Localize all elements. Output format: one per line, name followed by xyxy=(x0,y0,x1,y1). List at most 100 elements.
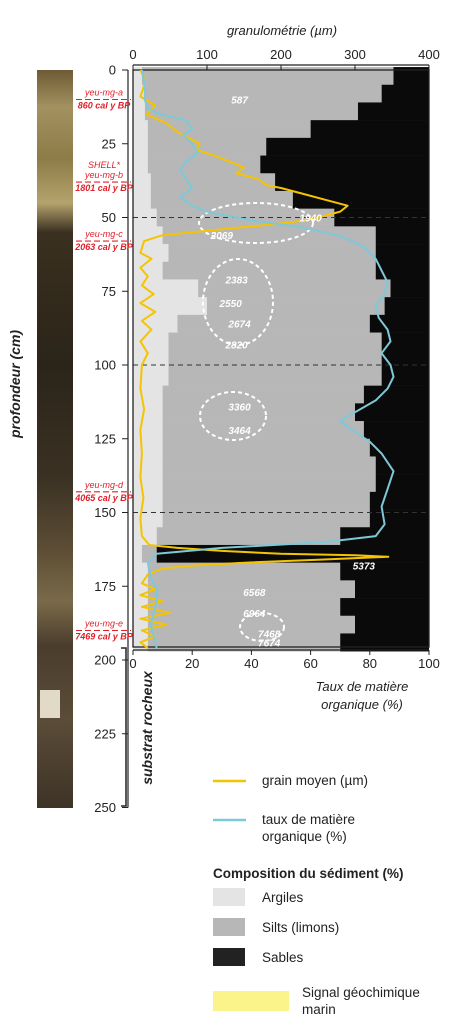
sand-bar xyxy=(369,314,429,333)
sand-bar xyxy=(363,385,429,404)
sand-bar xyxy=(381,367,429,386)
silt-bar xyxy=(147,615,355,634)
depth-tick-label: 200 xyxy=(94,653,116,668)
silt-bar xyxy=(168,367,382,386)
sample-label: yeu-mg-e 7469 cal y BP xyxy=(75,619,134,642)
depth-tick-label: 125 xyxy=(94,431,116,446)
sand-bar xyxy=(355,403,429,422)
sample-name: yeu-mg-a xyxy=(84,88,123,98)
sand-bar xyxy=(340,633,429,652)
silt-bar xyxy=(150,190,293,209)
sand-bar xyxy=(363,421,429,440)
clay-bar xyxy=(133,67,142,86)
composition-bar xyxy=(133,137,429,156)
sample-labels: yeu-mg-a 860 cal y BP SHELL*yeu-mg-b 1801 c… xyxy=(74,88,134,642)
bottom-tick-label: 80 xyxy=(363,656,377,671)
depth-tick-label: 100 xyxy=(94,358,116,373)
sand-bar xyxy=(340,598,429,617)
clay-bar xyxy=(133,367,169,386)
clay-bar xyxy=(133,261,163,280)
bottom-axis-title-line2: organique (%) xyxy=(321,697,403,712)
composition-bar xyxy=(133,598,429,617)
sample-label: yeu-mg-a 860 cal y BP xyxy=(76,88,131,111)
legend-composition-title: Composition du sédiment (%) xyxy=(213,866,404,881)
silt-bar xyxy=(162,438,370,457)
top-tick-label: 200 xyxy=(270,47,292,62)
age-label: 1940 xyxy=(299,214,322,225)
sand-bar xyxy=(369,491,429,510)
bottom-tick-label: 40 xyxy=(244,656,258,671)
depth-tick-label: 25 xyxy=(102,136,116,151)
silt-bar xyxy=(207,297,385,316)
clay-bar xyxy=(133,137,148,156)
age-labels: 587 1940 2069 2383 2550 2674 2820 3360 3464 5373 6… xyxy=(210,96,376,650)
silt-bar xyxy=(147,120,311,139)
silt-bar xyxy=(147,598,341,617)
composition-bar xyxy=(133,385,429,404)
silt-bar xyxy=(144,102,358,121)
clay-bar xyxy=(133,102,145,121)
silt-bar xyxy=(162,509,370,528)
ellipse-1940 xyxy=(198,202,314,244)
legend-silt-swatch xyxy=(213,918,245,936)
sand-bar xyxy=(369,438,429,457)
silt-bar xyxy=(162,456,376,475)
clay-bar xyxy=(133,155,148,174)
legend-marine-label-1: Signal géochimique xyxy=(302,985,420,1000)
clay-bar xyxy=(133,403,163,422)
silt-bar xyxy=(147,580,355,599)
age-label: 2550 xyxy=(219,299,243,310)
sample-name: yeu-mg-d xyxy=(84,480,124,490)
sample-age: 4065 cal y BP xyxy=(74,493,134,503)
sand-bar xyxy=(375,261,429,280)
organic-matter-line xyxy=(140,69,395,649)
composition-bar xyxy=(133,509,429,528)
sand-bar xyxy=(310,120,429,139)
composition-bar xyxy=(133,615,429,634)
sample-age: 860 cal y BP xyxy=(78,101,132,111)
silt-bar xyxy=(147,633,341,652)
sand-bar xyxy=(375,244,429,263)
composition-bar xyxy=(133,297,429,316)
legend-clay-swatch xyxy=(213,888,245,906)
silt-bar xyxy=(177,314,370,333)
top-tick-label: 400 xyxy=(418,47,440,62)
ellipse-7468 xyxy=(239,612,285,642)
age-label: 7674 xyxy=(258,638,281,649)
composition-bar xyxy=(133,314,429,333)
legend-grain-label: grain moyen (µm) xyxy=(262,773,368,788)
age-label: 6568 xyxy=(243,588,266,599)
sand-bar xyxy=(384,297,429,316)
silt-bar xyxy=(168,350,382,369)
sand-bar xyxy=(355,615,429,634)
silt-bar xyxy=(198,279,391,298)
clay-bar xyxy=(133,527,157,546)
clay-bar xyxy=(133,491,163,510)
legend: grain moyen (µm) taux de matière organiq… xyxy=(213,773,420,1017)
clay-bar xyxy=(133,385,163,404)
ellipse-2383 xyxy=(202,258,274,346)
composition-bar xyxy=(133,527,429,546)
sand-bar xyxy=(334,208,429,227)
clay-bar xyxy=(133,456,163,475)
age-label: 5373 xyxy=(353,562,376,573)
age-label: 2383 xyxy=(224,275,248,286)
sand-bar xyxy=(275,173,429,192)
ellipse-3360 xyxy=(199,391,267,441)
composition-bar xyxy=(133,474,429,493)
sand-bar xyxy=(266,137,429,156)
depth-tick-label: 250 xyxy=(94,800,116,815)
sand-bar xyxy=(381,84,429,103)
sample-label: yeu-mg-d 4065 cal y BP xyxy=(74,480,134,503)
clay-bar xyxy=(133,314,178,333)
legend-toc-label-1: taux de matière xyxy=(262,812,355,827)
silt-bar xyxy=(147,137,267,156)
legend-silt-label: Silts (limons) xyxy=(262,920,339,935)
composition-bar xyxy=(133,580,429,599)
composition-bar xyxy=(133,279,429,298)
composition-bar xyxy=(133,120,429,139)
silt-bar xyxy=(162,261,376,280)
sample-age: 1801 cal y BP xyxy=(75,183,134,193)
sand-bar xyxy=(375,456,429,475)
composition-bar xyxy=(133,562,429,581)
